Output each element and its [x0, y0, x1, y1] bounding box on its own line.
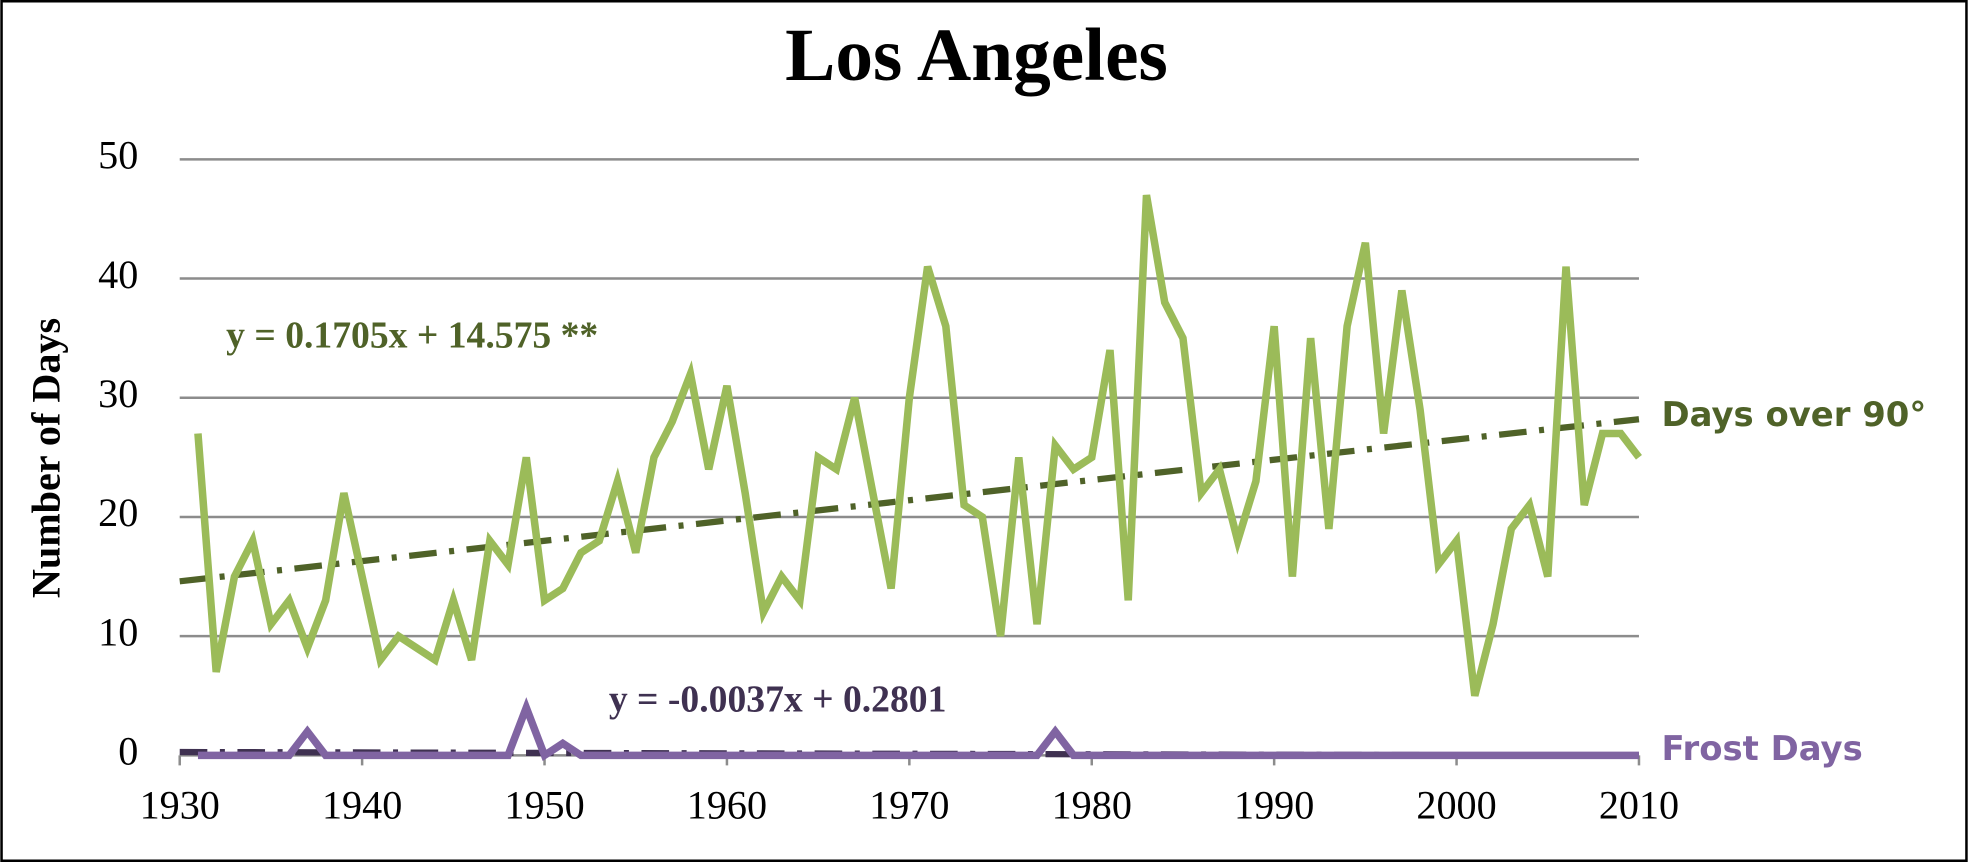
x-tick-label: 1990	[1234, 783, 1314, 828]
series-line	[194, 194, 1642, 697]
x-tick-label: 1970	[869, 783, 949, 828]
series-line	[197, 697, 1639, 762]
series-label: Frost Days	[1662, 729, 1863, 768]
x-tick-label: 1980	[1052, 783, 1132, 828]
chart-title: Los Angeles	[785, 14, 1168, 97]
y-tick-label: 50	[98, 133, 138, 178]
x-tick-label: 1950	[504, 783, 584, 828]
x-tick-label: 1940	[322, 783, 402, 828]
y-tick-label: 40	[98, 252, 138, 297]
x-tick-label: 2000	[1416, 783, 1496, 828]
y-tick-label: 20	[98, 490, 138, 535]
y-tick-label: 0	[118, 729, 138, 774]
series-label: Days over 90°	[1662, 395, 1927, 434]
x-tick-label: 1960	[687, 783, 767, 828]
x-tick-label: 1930	[140, 783, 220, 828]
trendline	[179, 416, 1640, 585]
y-tick-label: 30	[98, 371, 138, 416]
y-tick-label: 10	[98, 609, 138, 654]
y-axis-label: Number of Days	[24, 318, 69, 598]
trend-equation: y = 0.1705x + 14.575 **	[226, 314, 598, 356]
x-tick-label: 2010	[1599, 783, 1679, 828]
trend-equation: y = -0.0037x + 0.2801	[609, 678, 947, 720]
